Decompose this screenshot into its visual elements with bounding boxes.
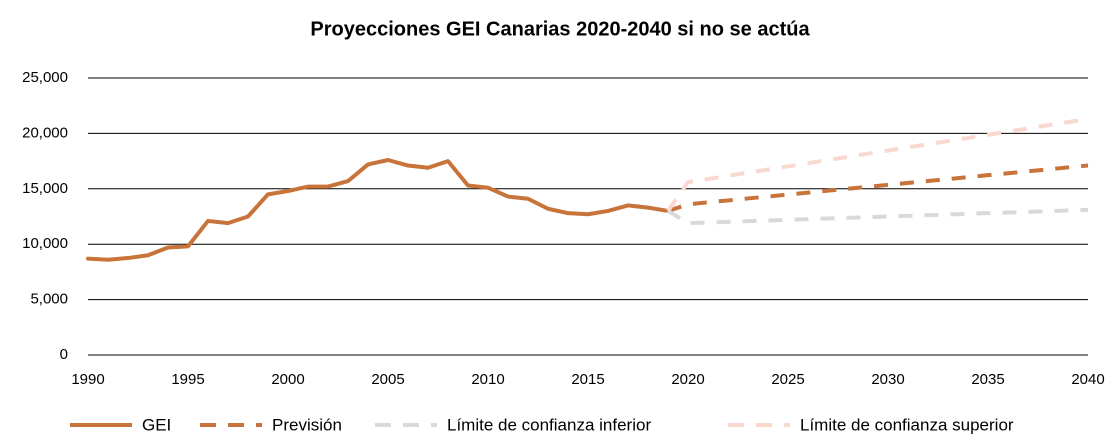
y-tick-label: 25,000 [22,69,68,86]
x-tick-label: 2010 [471,371,504,388]
x-tick-label: 2005 [371,371,404,388]
legend-label: Límite de confianza superior [800,415,1014,434]
chart-title: Proyecciones GEI Canarias 2020-2040 si n… [310,18,810,40]
x-tick-label: 2030 [871,371,904,388]
series-line [86,157,670,262]
legend-label: GEI [142,415,171,434]
series-line [667,163,1089,213]
x-tick-label: 2035 [971,371,1004,388]
y-tick-label: 0 [60,346,68,363]
legend-label: Límite de confianza inferior [447,415,651,434]
x-tick-label: 2015 [571,371,604,388]
x-tick-label: 2000 [271,371,304,388]
x-tick-label: 2040 [1071,371,1104,388]
series-line [666,207,1089,226]
x-tick-label: 1995 [171,371,204,388]
x-tick-label: 1990 [71,371,104,388]
y-tick-label: 10,000 [22,235,68,252]
y-tick-label: 5,000 [30,291,68,308]
x-tick-label: 2025 [771,371,804,388]
x-tick-label: 2020 [671,371,704,388]
series-line [666,117,1089,213]
legend-label: Previsión [272,415,342,434]
y-tick-label: 15,000 [22,180,68,197]
y-tick-label: 20,000 [22,124,68,141]
